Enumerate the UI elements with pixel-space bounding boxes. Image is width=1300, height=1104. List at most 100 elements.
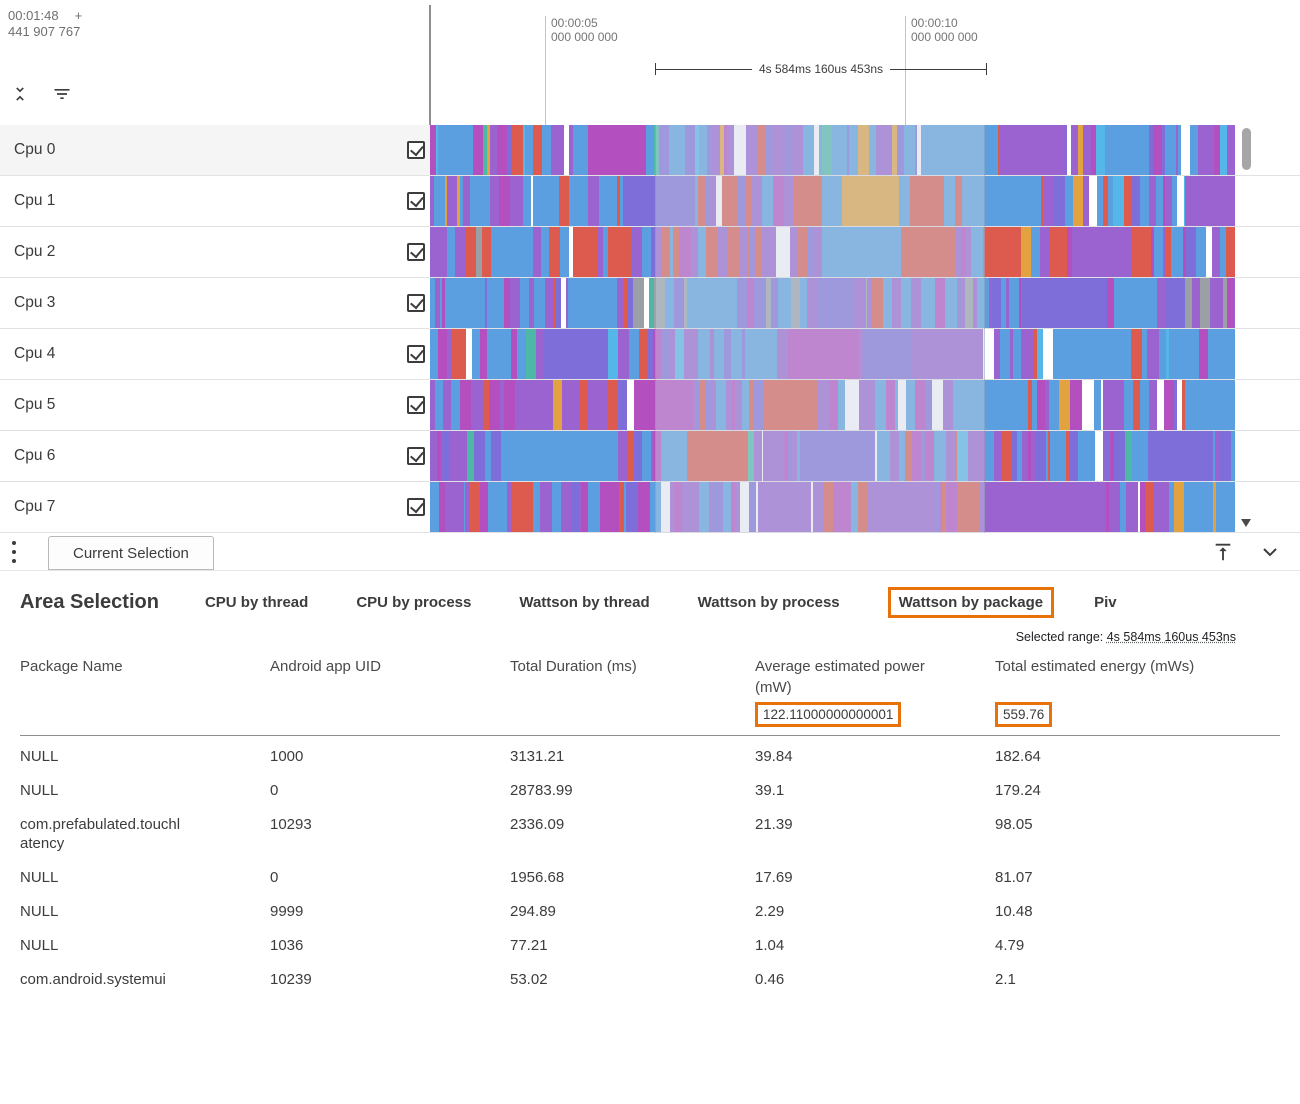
sched-slice[interactable] xyxy=(1232,329,1236,379)
sched-slice[interactable] xyxy=(602,227,608,277)
sched-slice[interactable] xyxy=(924,431,935,481)
sched-slice[interactable] xyxy=(735,482,740,532)
sched-slice[interactable] xyxy=(821,176,831,226)
sched-slice[interactable] xyxy=(1066,227,1073,277)
sched-slice[interactable] xyxy=(1108,482,1121,532)
sched-slice[interactable] xyxy=(1139,380,1149,430)
sched-slice[interactable] xyxy=(460,380,472,430)
sched-slice[interactable] xyxy=(921,278,931,328)
sched-slice[interactable] xyxy=(973,278,978,328)
sched-slice[interactable] xyxy=(487,278,498,328)
sched-slice[interactable] xyxy=(1203,125,1210,175)
sched-slice[interactable] xyxy=(627,227,631,277)
sched-slice[interactable] xyxy=(1000,278,1006,328)
sched-slice[interactable] xyxy=(565,278,568,328)
sched-slice[interactable] xyxy=(491,227,533,277)
sched-slice[interactable] xyxy=(838,380,845,430)
sched-slice[interactable] xyxy=(671,125,676,175)
sched-slice[interactable] xyxy=(599,176,609,226)
sched-slice[interactable] xyxy=(694,176,699,226)
sched-slice[interactable] xyxy=(782,227,790,277)
sched-slice[interactable] xyxy=(999,125,1011,175)
sched-slice[interactable] xyxy=(797,431,801,481)
sched-slice[interactable] xyxy=(480,482,489,532)
sched-slice[interactable] xyxy=(656,227,662,277)
sched-slice[interactable] xyxy=(1163,278,1166,328)
sched-slice[interactable] xyxy=(1059,380,1071,430)
sched-slice[interactable] xyxy=(457,176,461,226)
sched-slice[interactable] xyxy=(838,482,848,532)
sched-slice[interactable] xyxy=(998,125,1000,175)
sched-slice[interactable] xyxy=(553,278,556,328)
sched-slice[interactable] xyxy=(813,278,818,328)
sched-slice[interactable] xyxy=(608,329,618,379)
sched-slice[interactable] xyxy=(1100,380,1103,430)
sched-slice[interactable] xyxy=(1156,380,1165,430)
sched-slice[interactable] xyxy=(1195,227,1206,277)
sched-slice[interactable] xyxy=(1124,380,1134,430)
sched-slice[interactable] xyxy=(800,431,804,481)
sched-slice[interactable] xyxy=(702,329,708,379)
sched-slice[interactable] xyxy=(954,176,963,226)
sched-slice[interactable] xyxy=(674,329,684,379)
sched-slice[interactable] xyxy=(849,125,858,175)
sched-slice[interactable] xyxy=(623,278,628,328)
sched-slice[interactable] xyxy=(1120,431,1125,481)
sched-slice[interactable] xyxy=(1069,431,1077,481)
sched-slice[interactable] xyxy=(1186,227,1196,277)
sched-slice[interactable] xyxy=(1046,431,1049,481)
sched-slice[interactable] xyxy=(1081,380,1094,430)
sched-slice[interactable] xyxy=(831,125,840,175)
tab-wattson-by-thread[interactable]: Wattson by thread xyxy=(519,594,650,611)
sched-slice[interactable] xyxy=(1124,176,1131,226)
sched-slice[interactable] xyxy=(1154,227,1161,277)
sched-slice[interactable] xyxy=(430,431,438,481)
sched-slice[interactable] xyxy=(555,278,562,328)
sched-slice[interactable] xyxy=(1055,227,1067,277)
sched-slice[interactable] xyxy=(754,278,766,328)
sched-slice[interactable] xyxy=(806,125,815,175)
sched-slice[interactable] xyxy=(1150,227,1155,277)
track-name[interactable]: Cpu 3 xyxy=(14,294,56,311)
sched-slice[interactable] xyxy=(1199,329,1209,379)
sched-slice[interactable] xyxy=(892,125,897,175)
sched-slice[interactable] xyxy=(730,482,736,532)
sched-slice[interactable] xyxy=(727,125,734,175)
sched-slice[interactable] xyxy=(770,278,778,328)
sched-slice[interactable] xyxy=(977,278,984,328)
cpu-sched-track[interactable] xyxy=(430,482,1236,532)
sched-slice[interactable] xyxy=(906,380,916,430)
sched-slice[interactable] xyxy=(871,278,884,328)
sched-slice[interactable] xyxy=(506,125,512,175)
sched-slice[interactable] xyxy=(685,125,695,175)
sched-slice[interactable] xyxy=(573,227,582,277)
sched-slice[interactable] xyxy=(691,227,699,277)
sched-slice[interactable] xyxy=(430,278,436,328)
sched-slice[interactable] xyxy=(471,380,483,430)
sched-slice[interactable] xyxy=(1107,278,1114,328)
sched-slice[interactable] xyxy=(1044,380,1050,430)
sched-slice[interactable] xyxy=(668,125,672,175)
sched-slice[interactable] xyxy=(1032,482,1106,532)
sched-slice[interactable] xyxy=(814,125,819,175)
sched-slice[interactable] xyxy=(971,227,984,277)
sched-slice[interactable] xyxy=(923,125,965,175)
sched-slice[interactable] xyxy=(1134,431,1143,481)
track-name[interactable]: Cpu 2 xyxy=(14,243,56,260)
cpu-sched-track[interactable] xyxy=(430,176,1236,226)
sched-slice[interactable] xyxy=(591,227,598,277)
track-checkbox[interactable] xyxy=(407,294,425,312)
sched-slice[interactable] xyxy=(454,125,467,175)
sched-slice[interactable] xyxy=(438,125,447,175)
sched-slice[interactable] xyxy=(1096,125,1105,175)
sched-slice[interactable] xyxy=(722,176,729,226)
sched-slice[interactable] xyxy=(791,431,798,481)
sched-slice[interactable] xyxy=(985,431,995,481)
sched-slice[interactable] xyxy=(914,125,917,175)
sched-slice[interactable] xyxy=(791,125,803,175)
track-checkbox[interactable] xyxy=(407,141,425,159)
sched-slice[interactable] xyxy=(571,482,580,532)
sched-slice[interactable] xyxy=(1213,125,1220,175)
sched-slice[interactable] xyxy=(532,125,542,175)
sched-slice[interactable] xyxy=(818,125,823,175)
